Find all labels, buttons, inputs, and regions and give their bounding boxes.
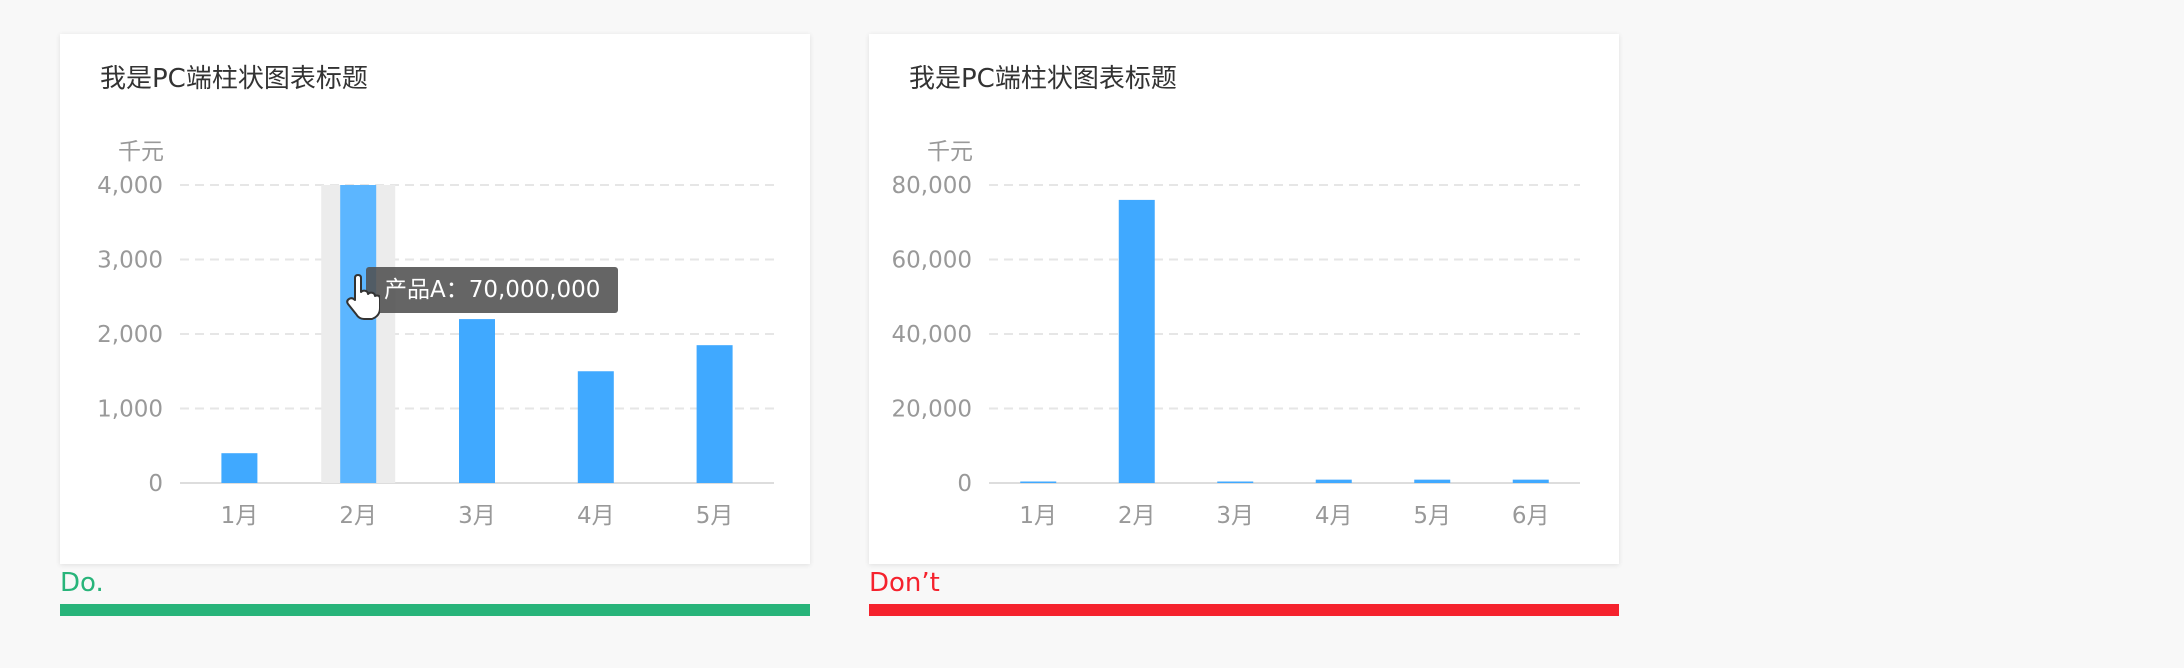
x-tick-label: 3月 <box>1216 503 1254 529</box>
bar <box>221 453 258 483</box>
bar <box>340 185 377 483</box>
bar <box>1512 479 1549 483</box>
do-label: Do. <box>60 568 104 598</box>
y-axis-unit: 千元 <box>118 139 164 165</box>
chart-title: 我是PC端柱状图表标题 <box>100 64 368 94</box>
y-tick-label: 60,000 <box>892 248 972 274</box>
bar <box>577 371 614 483</box>
y-tick-label: 0 <box>957 471 972 497</box>
x-tick-label: 5月 <box>1413 503 1451 529</box>
y-tick-label: 20,000 <box>892 397 972 423</box>
do-indicator-bar <box>60 604 810 616</box>
bar <box>1020 481 1057 484</box>
y-axis-unit: 千元 <box>927 139 973 165</box>
bar <box>1315 479 1352 483</box>
chart-title: 我是PC端柱状图表标题 <box>909 64 1177 94</box>
bar <box>1217 481 1254 484</box>
bar-chart-dont: 千元 0 20,000 40,000 60,000 80,000 1月 2月 3月 4月 5月 6月 <box>892 139 1580 529</box>
x-tick-label: 1月 <box>1019 503 1057 529</box>
y-tick-label: 80,000 <box>892 173 972 199</box>
x-tick-label: 2月 <box>1118 503 1156 529</box>
bar <box>1414 479 1451 483</box>
x-tick-label: 6月 <box>1512 503 1550 529</box>
x-tick-label: 2月 <box>339 503 377 529</box>
y-tick-label: 3,000 <box>97 248 163 274</box>
y-tick-label: 4,000 <box>97 173 163 199</box>
bar <box>459 319 495 483</box>
chart-card-dont: 我是PC端柱状图表标题 千元 0 20,000 40,000 60,000 80,000 1… <box>869 34 1619 564</box>
bar <box>1118 199 1155 483</box>
x-tick-label: 4月 <box>577 503 615 529</box>
dont-label: Don’t <box>869 568 940 598</box>
x-tick-label: 1月 <box>221 503 259 529</box>
x-tick-label: 5月 <box>696 503 734 529</box>
x-tick-label: 3月 <box>458 503 496 529</box>
x-tick-label: 4月 <box>1315 503 1353 529</box>
bar <box>696 345 733 483</box>
chart-card-do: 我是PC端柱状图表标题 千元 0 1,000 2,000 3,000 4,000 1月 2月 3… <box>60 34 810 564</box>
y-tick-label: 1,000 <box>97 397 163 423</box>
y-tick-label: 0 <box>148 471 163 497</box>
y-tick-label: 40,000 <box>892 322 972 348</box>
bar-chart-do: 千元 0 1,000 2,000 3,000 4,000 1月 2月 3月 4月 5月 <box>97 139 774 529</box>
y-tick-label: 2,000 <box>97 322 163 348</box>
hand-pointer-icon <box>346 274 380 320</box>
dont-indicator-bar <box>869 604 1619 616</box>
chart-tooltip: 产品A：70,000,000 <box>366 267 619 313</box>
